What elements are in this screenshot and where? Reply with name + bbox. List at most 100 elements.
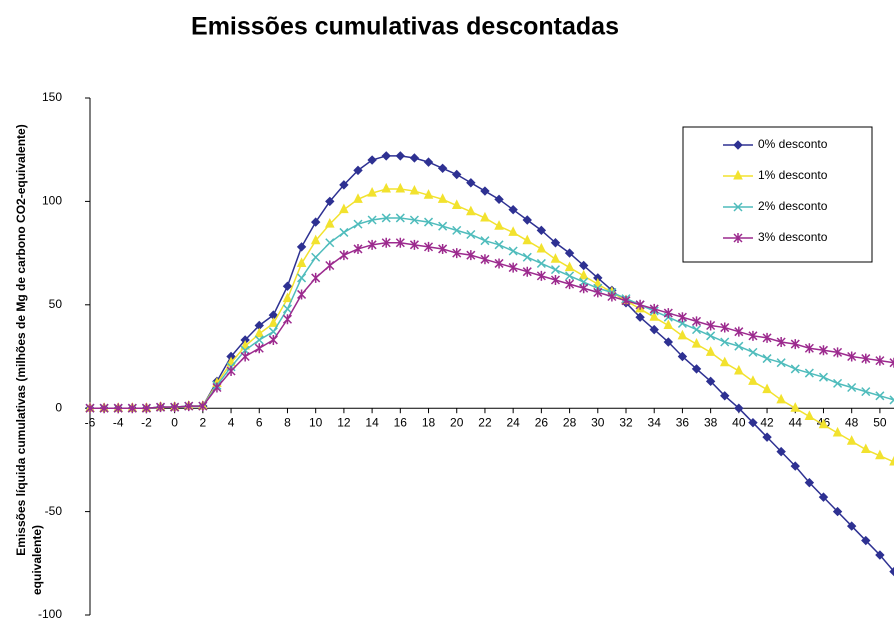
marker (734, 403, 744, 413)
marker (367, 239, 377, 250)
marker (818, 492, 829, 502)
marker (663, 319, 674, 329)
marker (649, 311, 660, 321)
marker (875, 550, 885, 560)
x-tick-label: -6 (85, 415, 96, 429)
marker (889, 455, 894, 466)
marker (635, 312, 645, 322)
marker (564, 261, 575, 272)
marker (578, 260, 589, 271)
marker (719, 356, 730, 367)
marker (324, 218, 335, 228)
marker (762, 432, 772, 442)
marker (494, 220, 504, 230)
marker (861, 387, 871, 397)
marker (790, 364, 800, 374)
x-tick-label: 24 (506, 415, 520, 429)
marker (254, 343, 264, 354)
marker (170, 402, 180, 413)
marker (381, 237, 391, 248)
legend-label: 3% desconto (758, 230, 828, 244)
legend-label: 0% desconto (758, 137, 828, 151)
marker (437, 163, 448, 174)
marker (522, 266, 532, 277)
marker (663, 337, 674, 347)
marker (282, 314, 293, 325)
marker (691, 364, 702, 374)
marker (268, 334, 278, 345)
marker (423, 241, 434, 252)
x-tick-label: 38 (704, 415, 718, 429)
x-tick-label: 18 (422, 415, 436, 429)
marker (367, 187, 377, 197)
x-tick-label: 34 (648, 415, 662, 429)
marker (395, 237, 405, 248)
marker (480, 186, 490, 196)
marker (466, 229, 476, 240)
legend-marker (733, 233, 743, 243)
marker (367, 215, 377, 225)
marker (649, 324, 659, 335)
marker (127, 403, 137, 414)
marker (762, 383, 772, 394)
marker (381, 182, 392, 193)
marker (268, 327, 278, 337)
marker (593, 287, 603, 298)
marker (748, 330, 758, 341)
marker (691, 325, 702, 335)
marker (353, 219, 363, 229)
marker (833, 347, 843, 358)
marker (861, 535, 871, 546)
legend-marker (733, 140, 743, 150)
x-tick-label: 28 (563, 415, 577, 429)
marker (720, 391, 730, 401)
x-tick-label: 36 (676, 415, 690, 429)
marker (677, 329, 688, 340)
marker (85, 403, 95, 414)
marker (762, 354, 772, 364)
marker (297, 289, 307, 300)
marker (861, 353, 871, 364)
marker (480, 211, 490, 222)
marker (635, 299, 645, 310)
legend: 0% desconto 1% desconto 2% desconto 3% desc… (682, 126, 873, 263)
legend-marker (733, 169, 743, 180)
x-tick-label: 2 (199, 415, 206, 429)
marker (550, 238, 561, 248)
marker (409, 153, 420, 163)
x-tick-label: 14 (365, 415, 379, 429)
marker (847, 351, 857, 362)
x-tick-label: 40 (732, 415, 746, 429)
marker (254, 335, 264, 345)
marker (536, 258, 546, 268)
marker (564, 248, 575, 258)
y-axis-label: Emissões líquida cumulativas (milhões de… (14, 124, 28, 555)
series-line (90, 155, 894, 573)
x-tick-label: 42 (760, 415, 774, 429)
marker (889, 395, 894, 405)
x-tick-label: 20 (450, 415, 464, 429)
marker (846, 521, 857, 531)
marker (438, 221, 448, 231)
marker (325, 196, 335, 207)
marker (452, 169, 462, 180)
marker (494, 258, 504, 269)
x-tick-label: 50 (873, 415, 887, 429)
marker (198, 401, 208, 412)
marker (282, 304, 293, 314)
marker (282, 281, 293, 291)
legend-box (682, 126, 873, 263)
marker (423, 217, 434, 227)
marker (677, 351, 688, 362)
marker (395, 213, 405, 223)
marker (423, 189, 434, 199)
marker (141, 403, 151, 414)
marker (875, 449, 885, 460)
marker (705, 346, 716, 356)
marker (748, 347, 758, 357)
marker (452, 248, 462, 259)
legend-marker (733, 202, 743, 212)
marker (409, 184, 420, 195)
marker (268, 317, 279, 327)
